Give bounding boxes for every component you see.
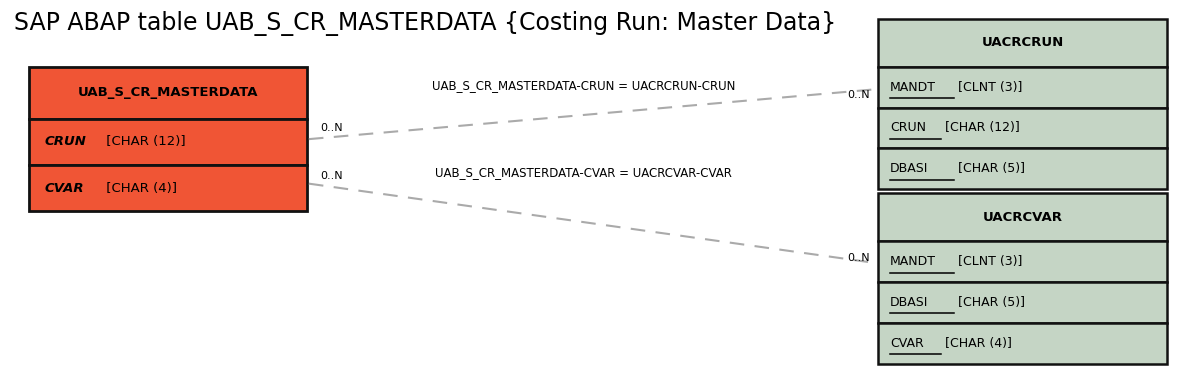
Text: UAB_S_CR_MASTERDATA: UAB_S_CR_MASTERDATA (78, 86, 258, 99)
Text: [CHAR (5)]: [CHAR (5)] (954, 296, 1025, 309)
FancyBboxPatch shape (878, 108, 1167, 148)
FancyBboxPatch shape (878, 282, 1167, 323)
Text: 0..N: 0..N (848, 90, 870, 99)
Text: [CHAR (12)]: [CHAR (12)] (103, 135, 186, 148)
FancyBboxPatch shape (878, 323, 1167, 364)
Text: [CHAR (12)]: [CHAR (12)] (941, 121, 1020, 135)
Text: CRUN: CRUN (45, 135, 87, 148)
Text: [CHAR (5)]: [CHAR (5)] (954, 162, 1025, 175)
Text: UACRCVAR: UACRCVAR (983, 210, 1062, 224)
Text: [CHAR (4)]: [CHAR (4)] (103, 182, 177, 195)
Text: 0..N: 0..N (321, 123, 343, 133)
Text: SAP ABAP table UAB_S_CR_MASTERDATA {Costing Run: Master Data}: SAP ABAP table UAB_S_CR_MASTERDATA {Cost… (14, 11, 836, 36)
Text: MANDT: MANDT (890, 81, 936, 94)
Text: 0..N: 0..N (321, 171, 343, 181)
Text: DBASI: DBASI (890, 296, 929, 309)
Text: 0..N: 0..N (848, 253, 870, 263)
FancyBboxPatch shape (878, 241, 1167, 282)
FancyBboxPatch shape (878, 19, 1167, 67)
FancyBboxPatch shape (878, 193, 1167, 241)
Text: CVAR: CVAR (890, 336, 924, 350)
Text: [CHAR (4)]: [CHAR (4)] (941, 336, 1012, 350)
FancyBboxPatch shape (29, 165, 307, 211)
Text: [CLNT (3)]: [CLNT (3)] (954, 255, 1022, 268)
Text: CRUN: CRUN (890, 121, 927, 135)
Text: UAB_S_CR_MASTERDATA-CRUN = UACRCRUN-CRUN: UAB_S_CR_MASTERDATA-CRUN = UACRCRUN-CRUN (432, 79, 736, 92)
FancyBboxPatch shape (878, 67, 1167, 108)
Text: UACRCRUN: UACRCRUN (982, 36, 1063, 49)
Text: [CLNT (3)]: [CLNT (3)] (954, 81, 1022, 94)
Text: MANDT: MANDT (890, 255, 936, 268)
FancyBboxPatch shape (29, 119, 307, 165)
FancyBboxPatch shape (29, 67, 307, 119)
Text: DBASI: DBASI (890, 162, 929, 175)
Text: CVAR: CVAR (45, 182, 85, 195)
Text: UAB_S_CR_MASTERDATA-CVAR = UACRCVAR-CVAR: UAB_S_CR_MASTERDATA-CVAR = UACRCVAR-CVAR (435, 166, 732, 179)
FancyBboxPatch shape (878, 148, 1167, 189)
